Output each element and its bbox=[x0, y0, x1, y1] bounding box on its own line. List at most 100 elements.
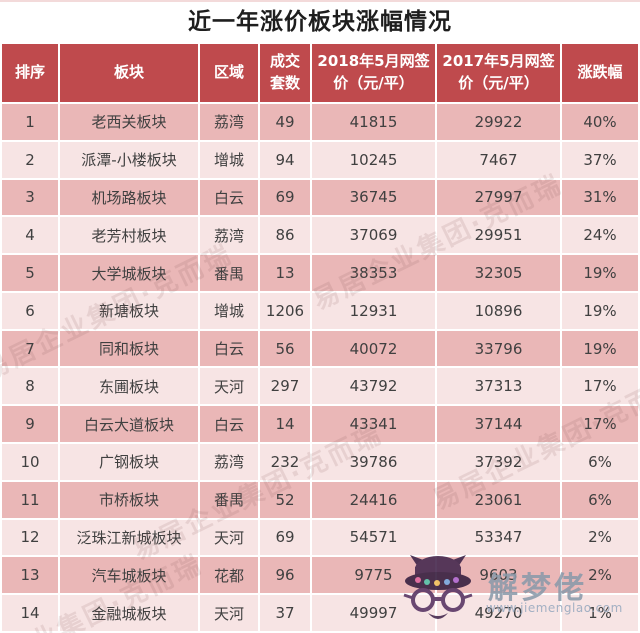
cell-change: 6% bbox=[562, 481, 638, 518]
cell-sector: 汽车城板块 bbox=[60, 557, 198, 594]
cell-price-2017: 29922 bbox=[437, 104, 560, 140]
cell-price-2018: 10245 bbox=[312, 141, 435, 178]
cell-deal-count: 49 bbox=[260, 104, 310, 140]
cell-region: 荔湾 bbox=[200, 104, 258, 140]
cell-deal-count: 69 bbox=[260, 519, 310, 556]
cell-sector: 老芳村板块 bbox=[60, 217, 198, 254]
table-row: 11 市桥板块 番禺 52 24416 23061 6% bbox=[2, 481, 638, 518]
cell-sector: 市桥板块 bbox=[60, 481, 198, 518]
cell-change: 37% bbox=[562, 141, 638, 178]
cell-region: 增城 bbox=[200, 141, 258, 178]
cell-rank: 12 bbox=[2, 519, 58, 556]
cell-rank: 10 bbox=[2, 444, 58, 480]
cell-rank: 3 bbox=[2, 179, 58, 216]
cell-price-2018: 41815 bbox=[312, 104, 435, 140]
header-row: 排序 板块 区域 成交套数 2018年5月网签价（元/平） 2017年5月网签价… bbox=[2, 44, 638, 102]
cell-sector: 白云大道板块 bbox=[60, 406, 198, 443]
cell-change: 24% bbox=[562, 217, 638, 254]
cell-region: 白云 bbox=[200, 179, 258, 216]
cell-price-2017: 53347 bbox=[437, 519, 560, 556]
cell-deal-count: 232 bbox=[260, 444, 310, 480]
cell-change: 19% bbox=[562, 330, 638, 367]
col-header-region: 区域 bbox=[200, 44, 258, 102]
cell-price-2018: 40072 bbox=[312, 330, 435, 367]
cell-rank: 5 bbox=[2, 255, 58, 291]
table-row: 4 老芳村板块 荔湾 86 37069 29951 24% bbox=[2, 217, 638, 254]
table-row: 14 金融城板块 天河 37 49997 49270 1% bbox=[2, 595, 638, 631]
cell-sector: 广钢板块 bbox=[60, 444, 198, 480]
cell-price-2017: 23061 bbox=[437, 481, 560, 518]
cell-deal-count: 297 bbox=[260, 368, 310, 405]
cell-price-2018: 36745 bbox=[312, 179, 435, 216]
table-row: 10 广钢板块 荔湾 232 39786 37392 6% bbox=[2, 444, 638, 480]
cell-deal-count: 13 bbox=[260, 255, 310, 291]
cell-sector: 老西关板块 bbox=[60, 104, 198, 140]
cell-change: 1% bbox=[562, 595, 638, 631]
cell-rank: 8 bbox=[2, 368, 58, 405]
cell-price-2018: 49997 bbox=[312, 595, 435, 631]
cell-rank: 4 bbox=[2, 217, 58, 254]
cell-deal-count: 52 bbox=[260, 481, 310, 518]
col-header-rank: 排序 bbox=[2, 44, 58, 102]
cell-price-2018: 37069 bbox=[312, 217, 435, 254]
cell-price-2018: 54571 bbox=[312, 519, 435, 556]
cell-deal-count: 69 bbox=[260, 179, 310, 216]
cell-deal-count: 14 bbox=[260, 406, 310, 443]
cell-deal-count: 37 bbox=[260, 595, 310, 631]
cell-price-2018: 24416 bbox=[312, 481, 435, 518]
cell-rank: 7 bbox=[2, 330, 58, 367]
table-row: 1 老西关板块 荔湾 49 41815 29922 40% bbox=[2, 104, 638, 140]
cell-price-2018: 38353 bbox=[312, 255, 435, 291]
cell-change: 31% bbox=[562, 179, 638, 216]
cell-region: 白云 bbox=[200, 406, 258, 443]
col-header-price-2017: 2017年5月网签价（元/平） bbox=[437, 44, 560, 102]
cell-change: 19% bbox=[562, 292, 638, 329]
cell-price-2018: 43792 bbox=[312, 368, 435, 405]
cell-deal-count: 86 bbox=[260, 217, 310, 254]
cell-change: 17% bbox=[562, 406, 638, 443]
cell-rank: 2 bbox=[2, 141, 58, 178]
cell-region: 番禺 bbox=[200, 481, 258, 518]
cell-sector: 同和板块 bbox=[60, 330, 198, 367]
cell-rank: 11 bbox=[2, 481, 58, 518]
cell-region: 白云 bbox=[200, 330, 258, 367]
cell-price-2017: 10896 bbox=[437, 292, 560, 329]
table-row: 13 汽车城板块 花都 96 9775 9603 2% bbox=[2, 557, 638, 594]
cell-price-2017: 37392 bbox=[437, 444, 560, 480]
cell-price-2018: 9775 bbox=[312, 557, 435, 594]
cell-region: 天河 bbox=[200, 595, 258, 631]
col-header-deal-count: 成交套数 bbox=[260, 44, 310, 102]
cell-price-2017: 7467 bbox=[437, 141, 560, 178]
cell-change: 2% bbox=[562, 519, 638, 556]
cell-rank: 13 bbox=[2, 557, 58, 594]
cell-price-2017: 37144 bbox=[437, 406, 560, 443]
table-row: 3 机场路板块 白云 69 36745 27997 31% bbox=[2, 179, 638, 216]
cell-price-2017: 33796 bbox=[437, 330, 560, 367]
cell-price-2017: 27997 bbox=[437, 179, 560, 216]
cell-change: 19% bbox=[562, 255, 638, 291]
cell-deal-count: 56 bbox=[260, 330, 310, 367]
cell-region: 天河 bbox=[200, 519, 258, 556]
table-row: 5 大学城板块 番禺 13 38353 32305 19% bbox=[2, 255, 638, 291]
cell-region: 荔湾 bbox=[200, 217, 258, 254]
cell-price-2018: 12931 bbox=[312, 292, 435, 329]
cell-rank: 6 bbox=[2, 292, 58, 329]
col-header-price-2018: 2018年5月网签价（元/平） bbox=[312, 44, 435, 102]
cell-sector: 机场路板块 bbox=[60, 179, 198, 216]
col-header-change: 涨跌幅 bbox=[562, 44, 638, 102]
table-row: 9 白云大道板块 白云 14 43341 37144 17% bbox=[2, 406, 638, 443]
cell-change: 17% bbox=[562, 368, 638, 405]
cell-rank: 9 bbox=[2, 406, 58, 443]
cell-deal-count: 94 bbox=[260, 141, 310, 178]
cell-price-2018: 43341 bbox=[312, 406, 435, 443]
cell-region: 天河 bbox=[200, 368, 258, 405]
cell-change: 40% bbox=[562, 104, 638, 140]
cell-rank: 1 bbox=[2, 104, 58, 140]
cell-price-2017: 37313 bbox=[437, 368, 560, 405]
cell-price-2017: 9603 bbox=[437, 557, 560, 594]
table-row: 8 东圃板块 天河 297 43792 37313 17% bbox=[2, 368, 638, 405]
cell-price-2017: 29951 bbox=[437, 217, 560, 254]
table-row: 2 派潭-小楼板块 增城 94 10245 7467 37% bbox=[2, 141, 638, 178]
cell-price-2017: 49270 bbox=[437, 595, 560, 631]
